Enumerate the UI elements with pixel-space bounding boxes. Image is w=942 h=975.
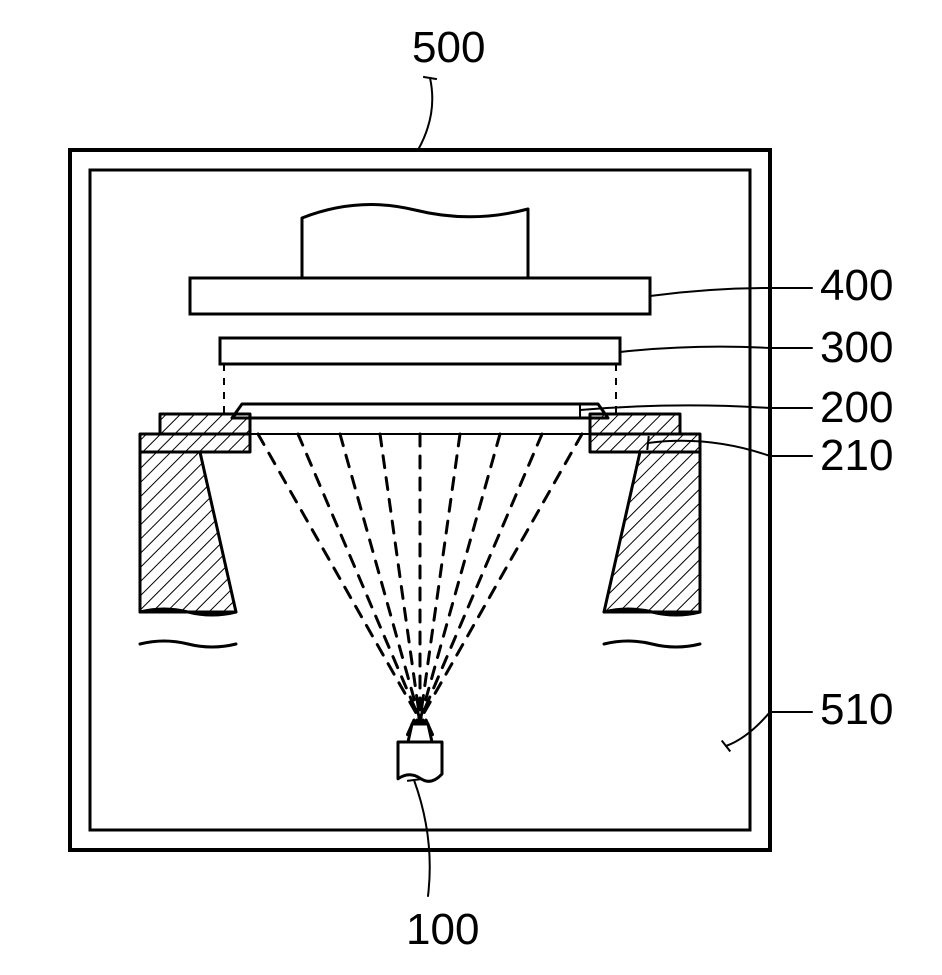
label-500: 500 <box>412 23 485 72</box>
label-510: 510 <box>820 685 893 734</box>
leg-left <box>140 452 236 612</box>
leader-400 <box>650 288 812 296</box>
ray-5 <box>420 434 460 720</box>
label-210: 210 <box>820 431 893 480</box>
leader-tick-100 <box>407 779 421 781</box>
substrate-200 <box>232 404 608 418</box>
source-body <box>398 742 442 781</box>
plate-400 <box>190 278 650 314</box>
leg-right <box>604 452 700 612</box>
ray-1 <box>298 434 420 720</box>
ray-8 <box>420 434 582 720</box>
ray-3 <box>380 434 420 720</box>
holder-left-upper <box>160 414 250 434</box>
holder-left-lower <box>140 434 250 452</box>
leader-500 <box>418 78 432 150</box>
leg-left-break <box>140 641 236 647</box>
plate-300 <box>220 338 620 364</box>
source-nozzle <box>408 724 432 742</box>
label-400: 400 <box>820 261 893 310</box>
leader-200 <box>580 405 812 410</box>
holder-right-lower <box>590 434 700 452</box>
leader-tick-510 <box>722 740 731 751</box>
label-200: 200 <box>820 383 893 432</box>
ray-2 <box>340 434 420 720</box>
leader-300 <box>620 347 812 352</box>
leader-100 <box>414 780 430 896</box>
diagram-svg: 500 400 300 200210 510 100 <box>0 0 942 975</box>
label-100: 100 <box>406 905 479 954</box>
diagram-container: 500 400 300 200210 510 100 <box>0 0 942 975</box>
holder-right-upper <box>590 414 680 434</box>
ray-6 <box>420 434 500 720</box>
ray-7 <box>420 434 542 720</box>
top-stem <box>302 205 528 278</box>
leader-tick-400 <box>650 289 651 303</box>
leader-tick-500 <box>423 77 437 79</box>
leg-right-break <box>604 641 700 647</box>
ray-0 <box>258 434 420 720</box>
label-300: 300 <box>820 323 893 372</box>
